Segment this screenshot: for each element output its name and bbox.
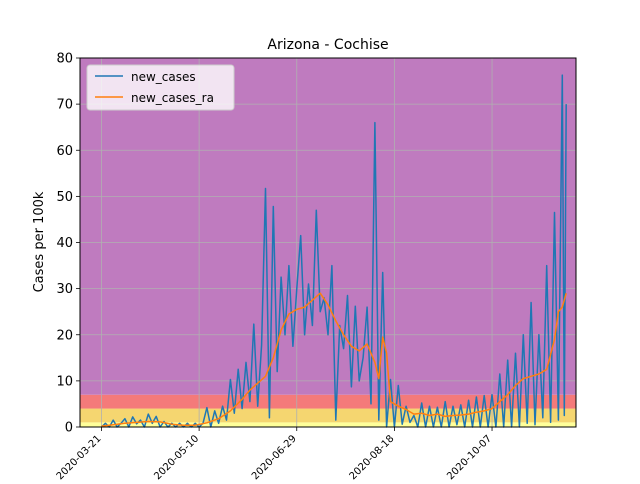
x-tick-label-2: 2020-06-29 [250, 433, 299, 480]
y-tick-label-40: 40 [56, 236, 73, 251]
y-axis-label: Cases per 100k [32, 191, 47, 292]
x-tick-label-3: 2020-08-18 [348, 433, 397, 480]
background-band-3 [80, 58, 576, 395]
x-tick-label-1: 2020-05-10 [152, 433, 201, 480]
chart-title: Arizona - Cochise [267, 37, 388, 53]
x-tick-label-0: 2020-03-21 [55, 433, 104, 480]
series-line-new-cases-ra [101, 292, 567, 427]
y-tick-label-80: 80 [56, 52, 73, 67]
background-band-0 [80, 422, 576, 427]
legend: new_cases new_cases_ra [86, 64, 235, 111]
x-tick-label-4: 2020-10-07 [445, 433, 494, 480]
legend-label-new-cases-ra: new_cases_ra [131, 91, 214, 105]
y-tick-label-0: 0 [65, 421, 73, 436]
y-tick-label-60: 60 [56, 144, 73, 159]
legend-label-new-cases: new_cases [131, 70, 196, 84]
y-tick-label-20: 20 [56, 328, 73, 343]
y-tick-label-70: 70 [56, 98, 73, 113]
background-band-2 [80, 394, 576, 409]
y-tick-label-50: 50 [56, 190, 73, 205]
y-tick-label-10: 10 [56, 374, 73, 389]
y-tick-label-30: 30 [56, 282, 73, 297]
series-line-new-cases [100, 74, 567, 428]
